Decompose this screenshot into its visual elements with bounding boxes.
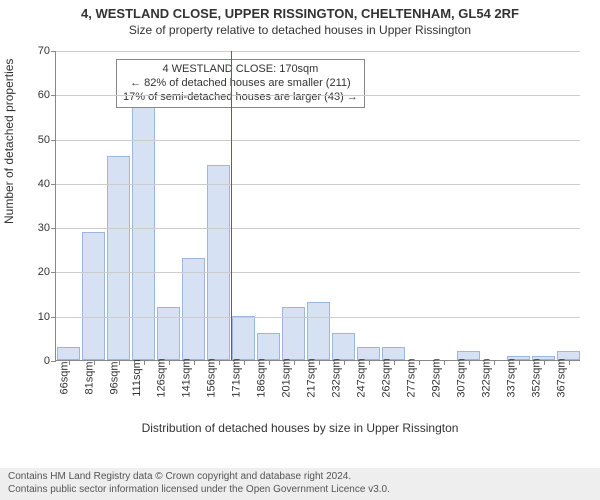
gridline	[56, 272, 580, 273]
histogram-bar	[207, 165, 230, 360]
gridline	[56, 184, 580, 185]
y-axis-label: Number of detached properties	[2, 59, 16, 224]
histogram-bar	[107, 156, 130, 360]
chart-area: Number of detached properties 4 WESTLAND…	[0, 41, 600, 421]
gridline	[56, 228, 580, 229]
annotation-line-1: 4 WESTLAND CLOSE: 170sqm	[123, 63, 358, 77]
footer-line-2: Contains public sector information licen…	[8, 484, 592, 497]
y-tick-label: 40	[38, 178, 56, 190]
footer-line-1: Contains HM Land Registry data © Crown c…	[8, 471, 592, 484]
gridline	[56, 317, 580, 318]
page-title: 4, WESTLAND CLOSE, UPPER RISSINGTON, CHE…	[0, 0, 600, 21]
attribution-footer: Contains HM Land Registry data © Crown c…	[0, 468, 600, 500]
annotation-line-3: 17% of semi-detached houses are larger (…	[123, 91, 358, 105]
page-subtitle: Size of property relative to detached ho…	[0, 21, 600, 41]
gridline	[56, 140, 580, 141]
y-tick-label: 20	[38, 266, 56, 278]
y-tick-label: 60	[38, 89, 56, 101]
y-tick-label: 10	[38, 311, 56, 323]
histogram-bar	[82, 232, 105, 360]
gridline	[56, 51, 580, 52]
gridline	[56, 95, 580, 96]
y-tick-label: 30	[38, 222, 56, 234]
y-tick-label: 50	[38, 134, 56, 146]
annotation-line-2: ← 82% of detached houses are smaller (21…	[123, 77, 358, 91]
histogram-bar	[132, 90, 155, 360]
reference-line	[231, 51, 232, 360]
plot-region: 4 WESTLAND CLOSE: 170sqm ← 82% of detach…	[55, 51, 580, 361]
annotation-box: 4 WESTLAND CLOSE: 170sqm ← 82% of detach…	[116, 59, 365, 108]
y-tick-label: 70	[38, 45, 56, 57]
x-axis-label: Distribution of detached houses by size …	[0, 371, 600, 435]
